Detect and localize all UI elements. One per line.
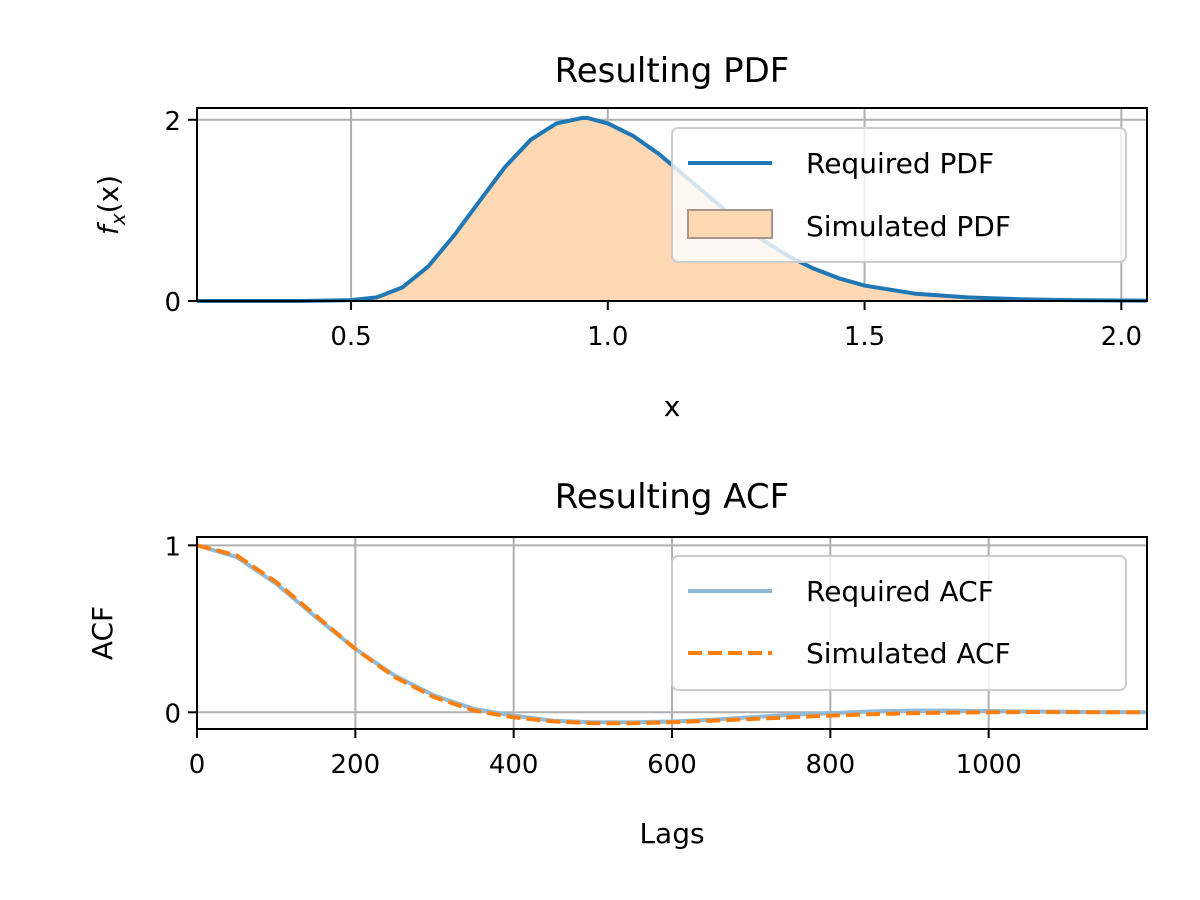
pdf-x-ticks: 0.5 1.0 1.5 2.0 [330, 301, 1142, 352]
acf-x-axis-label: Lags [639, 817, 704, 850]
simulated-acf-line [196, 543, 1147, 726]
pdf-title: Resulting PDF [555, 51, 790, 91]
pdf-x-axis-label: x [664, 390, 681, 423]
pdf-x-tick-label: 2.0 [1101, 322, 1142, 352]
acf-x-tick-label: 400 [489, 750, 539, 780]
acf-x-tick-label: 0 [189, 750, 206, 780]
pdf-y-axis-label-sub: x [106, 213, 130, 226]
acf-panel: Resulting ACF 0 200 400 600 800 1000 01 Lags … [86, 477, 1148, 850]
acf-y-ticks: 01 [164, 532, 197, 729]
pdf-y-tick-label: 2 [164, 107, 181, 137]
acf-y-axis-label: ACF [86, 606, 119, 660]
pdf-legend: Required PDF Simulated PDF [671, 127, 1127, 263]
acf-x-tick-label: 800 [806, 750, 856, 780]
required-pdf-line [197, 116, 1148, 303]
pdf-legend-required-label: Required PDF [806, 147, 994, 180]
acf-legend-required-label: Required ACF [806, 575, 994, 608]
acf-title: Resulting ACF [555, 477, 789, 517]
pdf-legend-box [671, 127, 1127, 263]
acf-legend-box [671, 555, 1127, 691]
pdf-legend-simulated-label: Simulated PDF [806, 210, 1011, 243]
pdf-y-tick-label: 0 [164, 288, 181, 318]
acf-y-tick-label: 1 [164, 532, 181, 562]
pdf-y-ticks: 02 [164, 107, 197, 318]
acf-x-ticks: 0 200 400 600 800 1000 [189, 729, 1022, 780]
pdf-y-axis-label-rest: (x) [92, 175, 125, 213]
pdf-y-axis-label: fx(x) [92, 175, 130, 235]
acf-x-tick-label: 1000 [956, 750, 1022, 780]
acf-y-tick-label: 0 [164, 699, 181, 729]
acf-x-tick-label: 600 [647, 750, 697, 780]
pdf-x-tick-label: 0.5 [330, 322, 371, 352]
acf-legend: Required ACF Simulated ACF [671, 555, 1127, 691]
acf-legend-simulated-label: Simulated ACF [806, 637, 1011, 670]
pdf-x-tick-label: 1.5 [844, 322, 885, 352]
pdf-panel: Resulting PDF 0.5 1.0 1.5 2.0 02 x fx(x) Re… [92, 51, 1148, 423]
pdf-axes-frame [196, 107, 1148, 302]
pdf-x-tick-label: 1.0 [587, 322, 628, 352]
pdf-legend-simulated-swatch [687, 209, 773, 239]
acf-x-tick-label: 200 [331, 750, 381, 780]
